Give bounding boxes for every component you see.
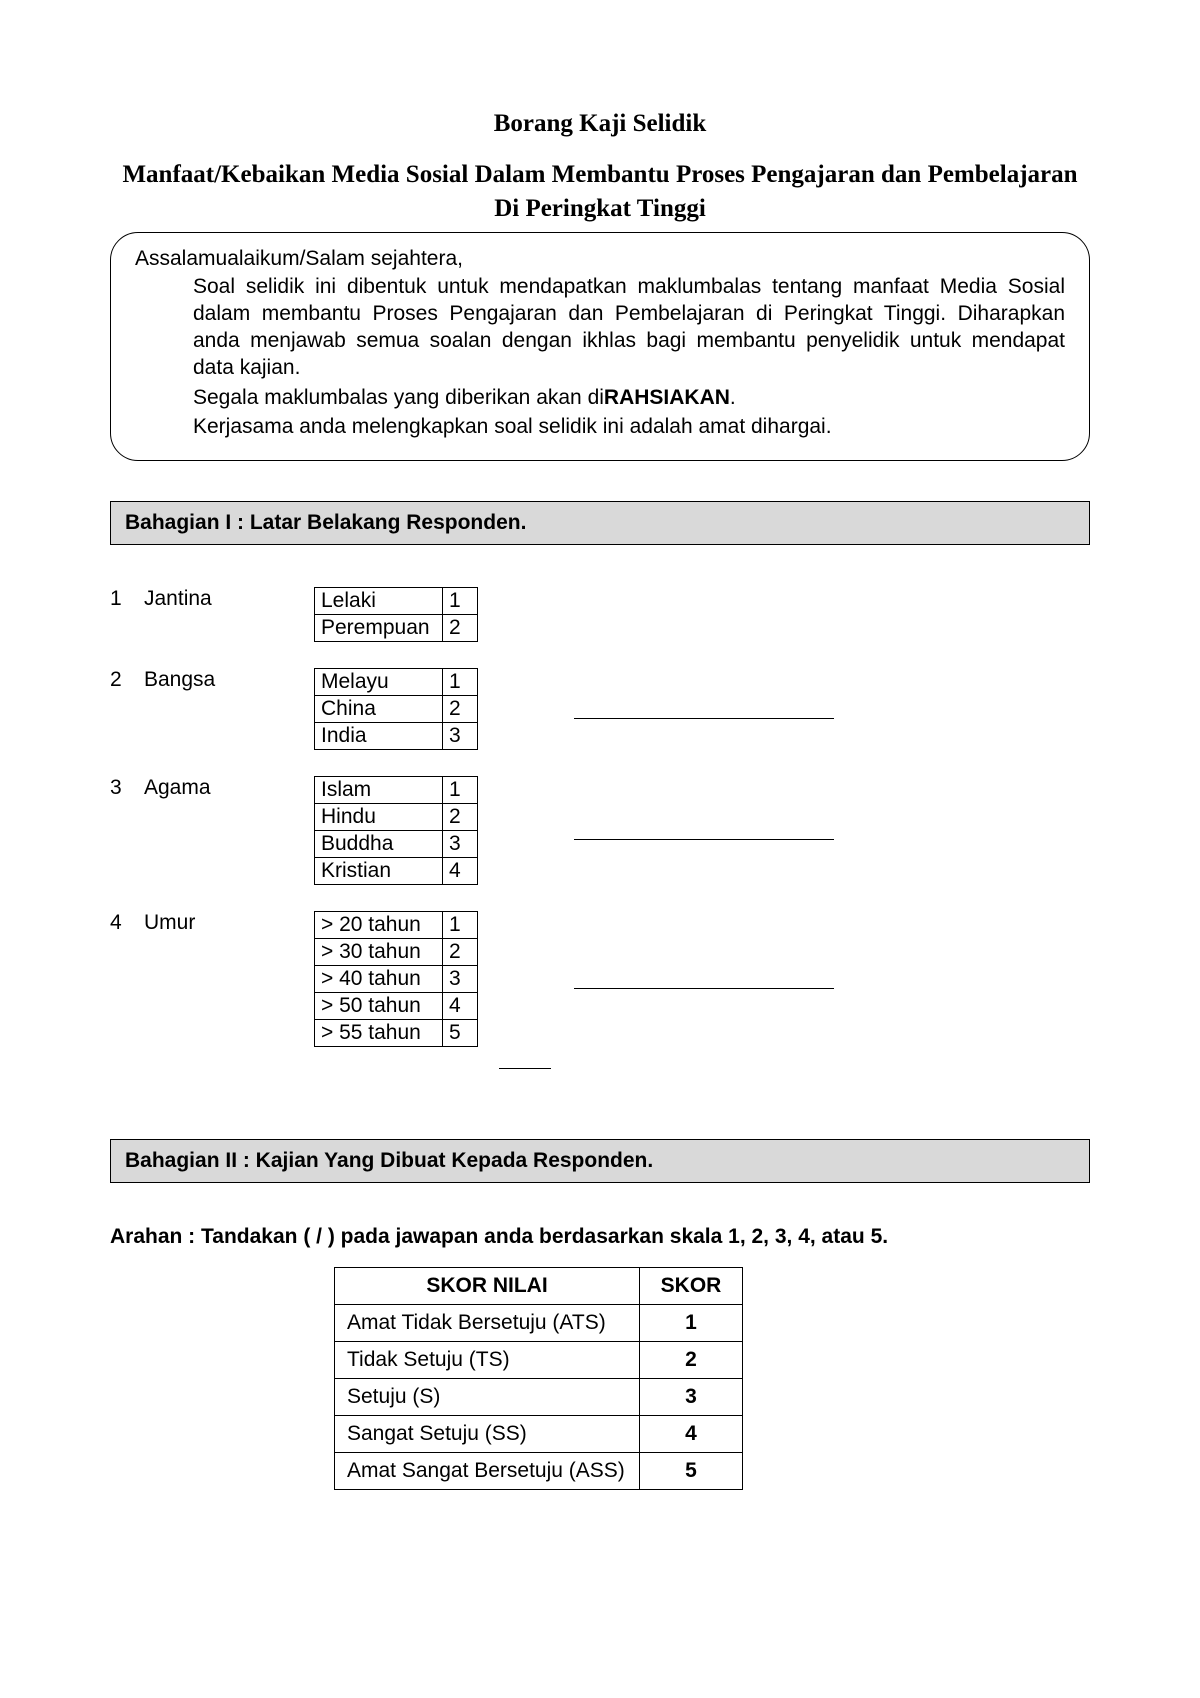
question-number: 4 <box>110 911 144 935</box>
skor-value: 2 <box>640 1342 743 1379</box>
option-code: 4 <box>443 858 478 885</box>
table-row: Sangat Setuju (SS)4 <box>335 1416 743 1453</box>
questions: 1 Jantina Lelaki1 Perempuan2 2 Bangsa Me… <box>110 587 1090 1069</box>
option-row: Melayu1 <box>315 669 478 696</box>
option-code: 2 <box>443 615 478 642</box>
option-row: Lelaki1 <box>315 588 478 615</box>
question-options: Lelaki1 Perempuan2 <box>314 587 478 642</box>
intro-p2: Segala maklumbalas yang diberikan akan d… <box>193 384 1065 411</box>
option-row: Hindu2 <box>315 804 478 831</box>
option-code: 5 <box>443 1020 478 1047</box>
question-options: Islam1 Hindu2 Buddha3 Kristian4 <box>314 776 478 885</box>
document-subtitle: Manfaat/Kebaikan Media Sosial Dalam Memb… <box>110 158 1090 226</box>
skor-value: 3 <box>640 1379 743 1416</box>
section2-header: Bahagian II : Kajian Yang Dibuat Kepada … <box>110 1139 1090 1183</box>
option-code: 3 <box>443 966 478 993</box>
table-row: Amat Sangat Bersetuju (ASS)5 <box>335 1453 743 1490</box>
document-title: Borang Kaji Selidik <box>110 110 1090 138</box>
option-row: > 20 tahun1 <box>315 912 478 939</box>
option-text: Melayu <box>315 669 443 696</box>
intro-box: Assalamualaikum/Salam sejahtera, Soal se… <box>110 232 1090 462</box>
option-code: 3 <box>443 723 478 750</box>
option-row: > 30 tahun2 <box>315 939 478 966</box>
option-code: 1 <box>443 777 478 804</box>
intro-p2-pre: Segala maklumbalas yang diberikan akan d… <box>193 386 604 409</box>
skor-value: 5 <box>640 1453 743 1490</box>
option-text: China <box>315 696 443 723</box>
option-row: > 55 tahun5 <box>315 1020 478 1047</box>
option-code: 2 <box>443 804 478 831</box>
question-row: 1 Jantina Lelaki1 Perempuan2 <box>110 587 1090 642</box>
skor-label: Sangat Setuju (SS) <box>335 1416 640 1453</box>
table-header-row: SKOR NILAI SKOR <box>335 1268 743 1305</box>
option-text: Lelaki <box>315 588 443 615</box>
option-row: China2 <box>315 696 478 723</box>
option-row: Perempuan2 <box>315 615 478 642</box>
option-row: India3 <box>315 723 478 750</box>
intro-p2-bold: RAHSIAKAN <box>604 386 730 409</box>
table-row: Tidak Setuju (TS)2 <box>335 1342 743 1379</box>
intro-body: Soal selidik ini dibentuk untuk mendapat… <box>135 273 1065 441</box>
blank-line[interactable] <box>574 718 834 719</box>
option-text: Perempuan <box>315 615 443 642</box>
option-row: > 40 tahun3 <box>315 966 478 993</box>
skor-label: Tidak Setuju (TS) <box>335 1342 640 1379</box>
table-row: Setuju (S)3 <box>335 1379 743 1416</box>
question-label: Umur <box>144 911 314 935</box>
skor-label: Amat Tidak Bersetuju (ATS) <box>335 1305 640 1342</box>
skor-label: Amat Sangat Bersetuju (ASS) <box>335 1453 640 1490</box>
option-text: Kristian <box>315 858 443 885</box>
skor-header-skor: SKOR <box>640 1268 743 1305</box>
option-text: Buddha <box>315 831 443 858</box>
question-row: 4 Umur > 20 tahun1 > 30 tahun2 > 40 tahu… <box>110 911 1090 1047</box>
option-code: 1 <box>443 588 478 615</box>
option-text: Hindu <box>315 804 443 831</box>
instruction-text: Arahan : Tandakan ( / ) pada jawapan and… <box>110 1225 1090 1249</box>
question-label: Jantina <box>144 587 314 611</box>
option-row: Kristian4 <box>315 858 478 885</box>
question-options: Melayu1 China2 India3 <box>314 668 478 750</box>
option-text: Islam <box>315 777 443 804</box>
option-row: > 50 tahun4 <box>315 993 478 1020</box>
intro-p2-post: . <box>730 386 736 409</box>
page: Borang Kaji Selidik Manfaat/Kebaikan Med… <box>0 0 1200 1698</box>
question-number: 3 <box>110 776 144 800</box>
intro-p3: Kerjasama anda melengkapkan soal selidik… <box>193 413 1065 440</box>
option-code: 4 <box>443 993 478 1020</box>
table-row: Amat Tidak Bersetuju (ATS)1 <box>335 1305 743 1342</box>
question-options: > 20 tahun1 > 30 tahun2 > 40 tahun3 > 50… <box>314 911 478 1047</box>
option-code: 3 <box>443 831 478 858</box>
skor-value: 1 <box>640 1305 743 1342</box>
question-label: Bangsa <box>144 668 314 692</box>
question-number: 2 <box>110 668 144 692</box>
intro-p1: Soal selidik ini dibentuk untuk mendapat… <box>193 273 1065 382</box>
option-text: > 40 tahun <box>315 966 443 993</box>
extra-blank[interactable] <box>499 1046 551 1069</box>
option-row: Islam1 <box>315 777 478 804</box>
option-code: 2 <box>443 696 478 723</box>
option-text: > 50 tahun <box>315 993 443 1020</box>
blank-line[interactable] <box>574 988 834 989</box>
option-code: 1 <box>443 912 478 939</box>
question-row: 3 Agama Islam1 Hindu2 Buddha3 Kristian4 <box>110 776 1090 885</box>
section1-header: Bahagian I : Latar Belakang Responden. <box>110 501 1090 545</box>
skor-table: SKOR NILAI SKOR Amat Tidak Bersetuju (AT… <box>334 1267 743 1490</box>
intro-greeting: Assalamualaikum/Salam sejahtera, <box>135 247 1065 271</box>
option-text: > 55 tahun <box>315 1020 443 1047</box>
option-text: India <box>315 723 443 750</box>
question-number: 1 <box>110 587 144 611</box>
option-text: > 20 tahun <box>315 912 443 939</box>
question-label: Agama <box>144 776 314 800</box>
skor-value: 4 <box>640 1416 743 1453</box>
blank-line[interactable] <box>574 839 834 840</box>
option-code: 1 <box>443 669 478 696</box>
skor-label: Setuju (S) <box>335 1379 640 1416</box>
skor-header-nilai: SKOR NILAI <box>335 1268 640 1305</box>
option-row: Buddha3 <box>315 831 478 858</box>
option-text: > 30 tahun <box>315 939 443 966</box>
option-code: 2 <box>443 939 478 966</box>
question-row: 2 Bangsa Melayu1 China2 India3 <box>110 668 1090 750</box>
